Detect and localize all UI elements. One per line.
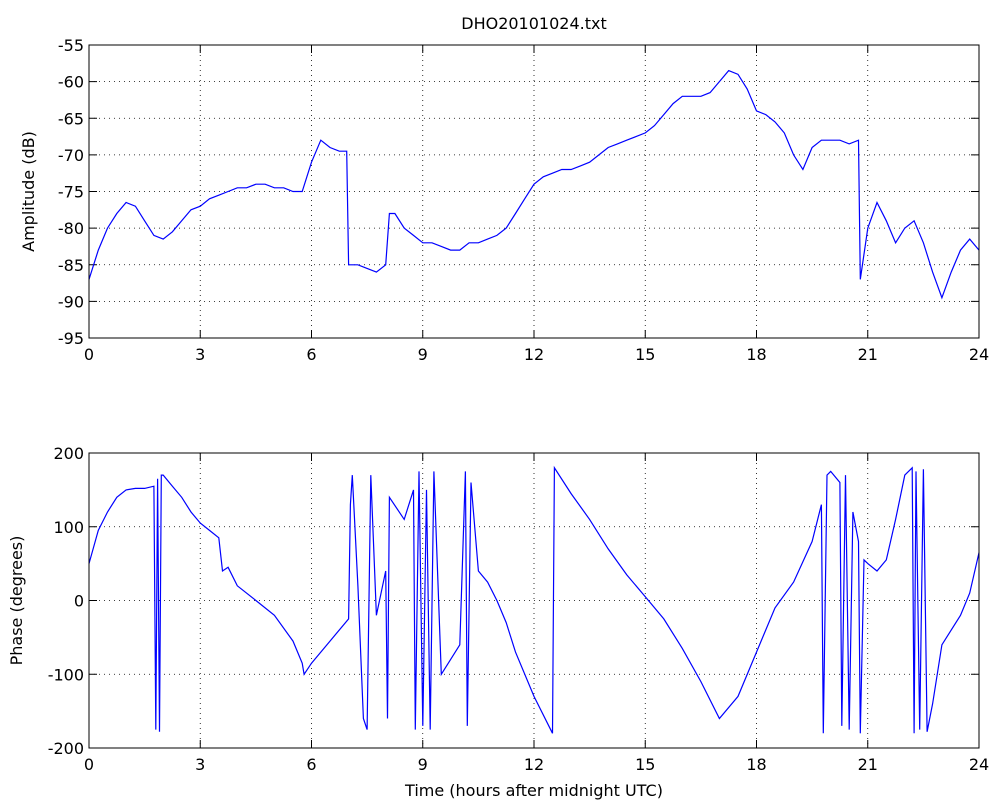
- x-tick-label: 24: [969, 755, 989, 774]
- x-tick-label: 6: [306, 755, 316, 774]
- x-tick-label: 15: [635, 345, 655, 364]
- y-tick-label: -55: [58, 36, 84, 55]
- y-tick-label: -85: [58, 256, 84, 275]
- x-tick-label: 0: [84, 755, 94, 774]
- y-tick-label: -90: [58, 292, 84, 311]
- y-tick-label: -60: [58, 73, 84, 92]
- x-tick-label: 18: [746, 755, 766, 774]
- axes-frame: [88, 44, 980, 339]
- x-tick-label: 15: [635, 755, 655, 774]
- y-tick-label: -95: [58, 329, 84, 348]
- y-tick-label: 100: [53, 518, 84, 537]
- data-line: [88, 465, 980, 734]
- y-axis-label: Phase (degrees): [7, 536, 26, 666]
- y-tick-label: -100: [48, 665, 84, 684]
- x-tick-label: 12: [524, 755, 544, 774]
- x-tick-label: 12: [524, 345, 544, 364]
- y-tick-label: 200: [53, 444, 84, 463]
- y-tick-label: -200: [48, 739, 84, 758]
- axes-frame: [88, 452, 980, 749]
- x-tick-label: 9: [418, 345, 428, 364]
- x-tick-label: 18: [746, 345, 766, 364]
- y-tick-label: -65: [58, 109, 84, 128]
- chart-title: DHO20101024.txt: [461, 14, 606, 33]
- x-tick-label: 21: [858, 345, 878, 364]
- x-tick-label: 6: [306, 345, 316, 364]
- x-tick-label: 3: [195, 755, 205, 774]
- data-line: [88, 69, 980, 300]
- x-axis-label: Time (hours after midnight UTC): [404, 781, 663, 800]
- x-tick-label: 0: [84, 345, 94, 364]
- x-tick-label: 3: [195, 345, 205, 364]
- y-axis-label: Amplitude (dB): [19, 131, 38, 252]
- y-tick-label: -75: [58, 183, 84, 202]
- x-tick-label: 24: [969, 345, 989, 364]
- x-tick-label: 9: [418, 755, 428, 774]
- y-tick-label: -80: [58, 219, 84, 238]
- y-tick-label: -70: [58, 146, 84, 165]
- x-tick-label: 21: [858, 755, 878, 774]
- y-tick-label: 0: [74, 592, 84, 611]
